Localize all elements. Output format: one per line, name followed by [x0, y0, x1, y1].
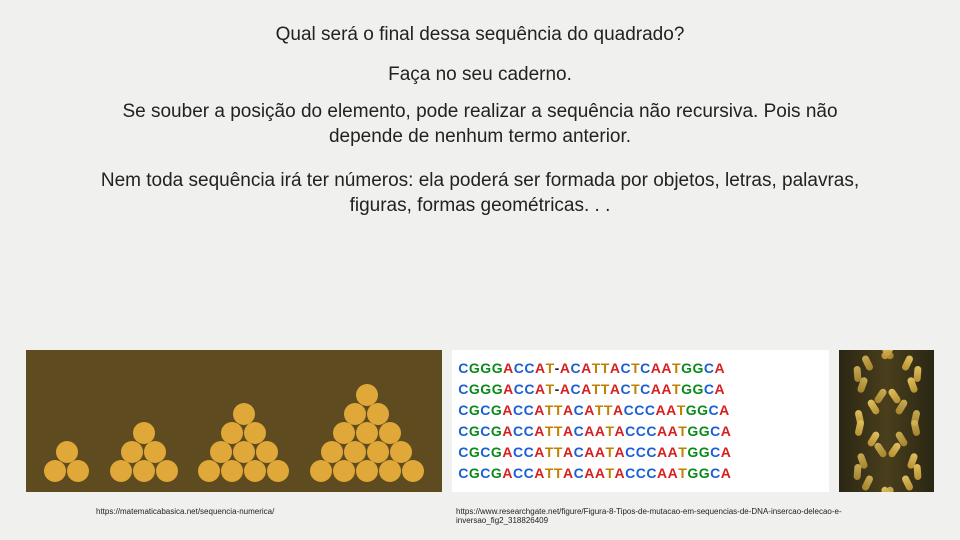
figures-row: CGGGACCAT-ACATTACTCAATGGCACGGGACCAT-ACAT…	[26, 350, 934, 492]
pyramid-group	[44, 444, 89, 482]
title: Qual será o final dessa sequência do qua…	[40, 24, 920, 46]
dna-row: CGCGACCATTACAATACCCAATGGCA	[458, 443, 823, 463]
dna-row: CGGGACCAT-ACATTACTCAATGGCA	[458, 359, 823, 379]
paragraph-1: Se souber a posição do elemento, pode re…	[100, 100, 860, 149]
pyramid-figure	[26, 350, 442, 492]
dna-row: CGCGACCATTACAATACCCAATGGCA	[458, 464, 823, 484]
subtitle: Faça no seu caderno.	[40, 64, 920, 86]
dna-helix-image	[839, 350, 934, 492]
pyramid-group	[198, 406, 289, 482]
dna-sequence-figure: CGGGACCAT-ACATTACTCAATGGCACGGGACCAT-ACAT…	[452, 350, 829, 492]
citation-2: https://www.researchgate.net/figure/Figu…	[456, 507, 934, 526]
dna-row: CGGGACCAT-ACATTACTCAATGGCA	[458, 380, 823, 400]
paragraph-2: Nem toda sequência irá ter números: ela …	[70, 169, 890, 218]
dna-row: CGCGACCATTACATTACCCAATGGCA	[458, 401, 823, 421]
pyramid-group	[110, 425, 178, 482]
pyramid-group	[310, 387, 424, 482]
dna-row: CGCGACCATTACAATACCCAATGGCA	[458, 422, 823, 442]
citations: https://matematicabasica.net/sequencia-n…	[26, 507, 934, 526]
citation-1: https://matematicabasica.net/sequencia-n…	[26, 507, 456, 526]
